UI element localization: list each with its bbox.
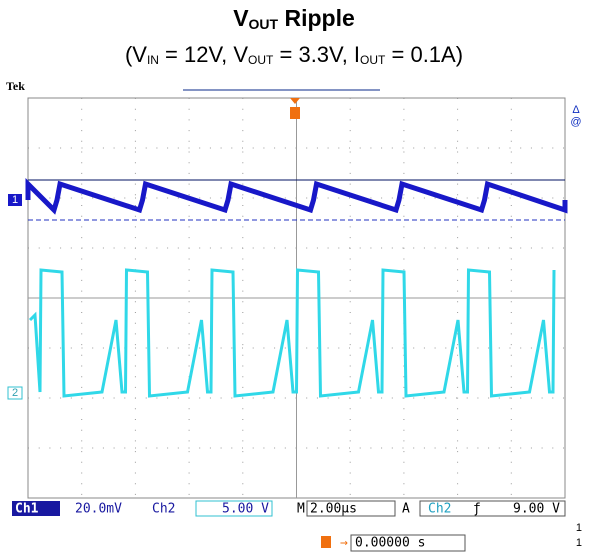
trigger-box <box>419 500 566 517</box>
delta: Δ <box>572 104 580 116</box>
ch2-trace <box>28 268 556 398</box>
trigger-icon <box>321 536 331 548</box>
trigger-mode: A <box>402 502 410 517</box>
ch2: Ch2 <box>152 502 175 517</box>
position-box <box>350 534 466 552</box>
brand: Tek <box>6 79 25 93</box>
title: VOUT Ripple <box>233 5 355 32</box>
slope: ƒ <box>473 502 481 517</box>
timebase: 2.00µs <box>310 502 357 517</box>
trigger-position: 0.00000 s <box>355 536 425 551</box>
ch1-scale: 20.0mV <box>75 502 122 517</box>
subscript: OUT <box>249 16 279 32</box>
subtitle: (VIN = 12V, VOUT = 3.3V, IOUT = 0.1A) <box>125 42 463 67</box>
ch2-tag <box>7 386 23 400</box>
text-part: Ripple <box>278 5 355 31</box>
ch2-box <box>195 500 273 517</box>
trigger-source: Ch2 <box>428 502 451 517</box>
subscript: OUT <box>248 53 274 67</box>
at: @ <box>570 116 581 128</box>
text-part: = 3.3V, I <box>273 42 360 67</box>
ch1-box <box>12 501 60 516</box>
ch1-tag-label: 1 <box>12 194 18 206</box>
ch1-tag <box>8 194 22 206</box>
trigger-level: 9.00 V <box>513 502 560 517</box>
arrow: → <box>340 536 348 551</box>
text-part: (V <box>125 42 147 67</box>
ch2-tag-label: 2 <box>12 387 18 399</box>
ch1: Ch1 <box>15 502 39 517</box>
text-part: V <box>233 5 249 31</box>
subscript: OUT <box>360 53 386 67</box>
text-part: = 0.1A) <box>385 42 463 67</box>
timebase-label: M <box>297 502 305 517</box>
right-note: 1 <box>576 537 582 549</box>
ch2-scale: 5.00 V <box>222 502 269 517</box>
timebase-box <box>306 500 396 517</box>
subscript: IN <box>147 53 159 67</box>
trigger-marker <box>290 107 300 119</box>
right-note: 1 <box>576 522 582 534</box>
text-part: = 12V, V <box>159 42 248 67</box>
ch1-trace <box>25 177 568 215</box>
trigger-pos <box>290 98 300 104</box>
